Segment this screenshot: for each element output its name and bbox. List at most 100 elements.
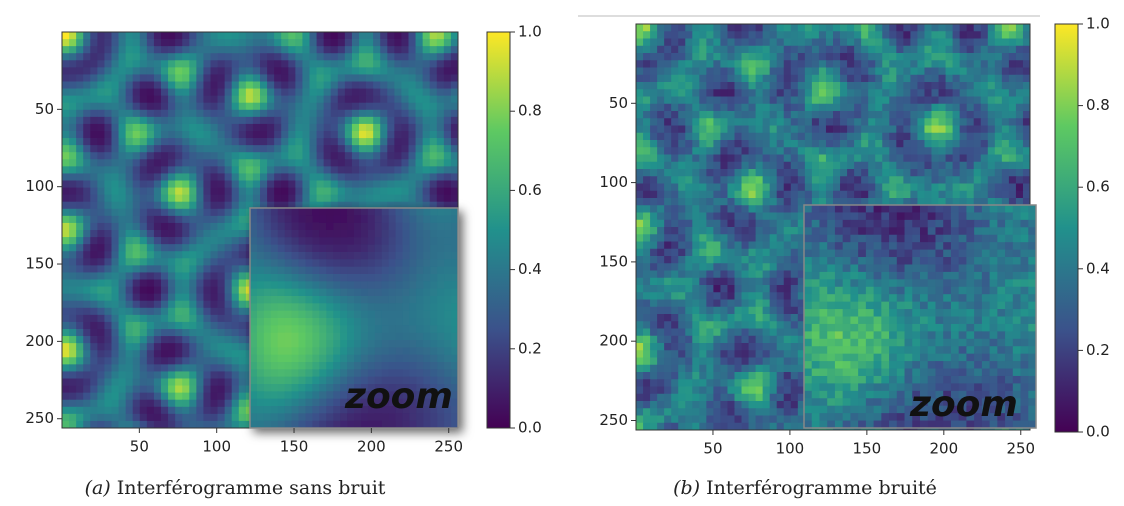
heatmap-cell: [643, 38, 651, 47]
heatmap-cell: [153, 67, 162, 75]
heatmap-cell: [295, 123, 303, 132]
heatmap-cell: [351, 180, 360, 188]
heatmap-cell: [83, 39, 91, 47]
heatmap-cell: [90, 321, 98, 330]
heatmap-cell: [175, 138, 183, 146]
heatmap-cell: [231, 357, 240, 365]
heatmap-cell: [203, 88, 211, 97]
heatmap-cell: [231, 364, 240, 372]
heatmap-cell: [443, 152, 452, 160]
heatmap-cell: [238, 138, 247, 146]
heatmap-cell: [380, 166, 388, 174]
heatmap-cell: [783, 53, 792, 61]
heatmap-cell: [83, 152, 91, 160]
inset-cell: [250, 244, 258, 253]
heatmap-cell: [203, 152, 211, 160]
heatmap-cell: [139, 286, 148, 295]
heatmap-cell: [288, 173, 296, 181]
heatmap-cell: [76, 159, 84, 167]
heatmap-cell: [797, 118, 806, 126]
inset-cell: [312, 376, 320, 385]
heatmap-cell: [217, 329, 226, 337]
heatmap-cell: [330, 39, 339, 47]
heatmap-cell: [217, 81, 226, 89]
heatmap-cell: [125, 173, 134, 181]
heatmap-cell: [945, 111, 954, 119]
inset-cell: [395, 398, 403, 407]
heatmap-cell: [267, 187, 275, 196]
heatmap-cell: [161, 152, 169, 160]
inset-cell: [319, 398, 327, 407]
heatmap-cell: [910, 67, 918, 76]
inset-cell: [284, 347, 292, 356]
heatmap-cell: [62, 321, 70, 330]
heatmap-cell: [125, 343, 134, 351]
inset-cell: [367, 281, 376, 290]
heatmap-cell: [161, 406, 169, 415]
heatmap-cell: [924, 38, 932, 47]
inset-cell: [430, 303, 438, 312]
inset-cell: [250, 222, 258, 231]
inset-cell: [284, 332, 292, 341]
inset-cell: [284, 208, 292, 216]
heatmap-cell: [210, 399, 218, 408]
heatmap-cell: [924, 82, 932, 90]
heatmap-cell: [875, 89, 883, 97]
heatmap-cell: [910, 96, 918, 105]
heatmap-cell: [76, 46, 84, 54]
heatmap-cell: [76, 371, 84, 379]
heatmap-cell: [118, 116, 127, 125]
heatmap-cell: [83, 102, 91, 111]
inset-cell: [291, 244, 299, 253]
inset-cell: [437, 259, 445, 268]
heatmap-cell: [139, 208, 148, 217]
inset-cell: [347, 354, 355, 363]
heatmap-cell: [316, 180, 325, 188]
inset-cell: [444, 391, 452, 400]
inset-cell: [312, 398, 320, 407]
heatmap-cell: [83, 88, 91, 97]
heatmap-cell: [373, 159, 381, 167]
inset-cell: [277, 384, 286, 392]
inset-cell: [312, 384, 320, 392]
heatmap-cell: [387, 152, 395, 160]
inset-cell: [451, 354, 459, 363]
heatmap-cell: [189, 420, 197, 429]
inset-cell: [340, 303, 348, 312]
heatmap-cell: [706, 132, 714, 141]
heatmap-cell: [97, 109, 105, 118]
heatmap-cell: [959, 103, 968, 112]
inset-cell: [402, 296, 410, 304]
heatmap-cell: [118, 272, 127, 280]
inset-cell: [395, 252, 403, 260]
heatmap-cell: [139, 138, 148, 146]
heatmap-cell: [868, 60, 876, 68]
heatmap-cell: [217, 413, 226, 422]
heatmap-cell: [896, 45, 904, 54]
heatmap-cell: [422, 53, 431, 61]
inset-cell: [388, 384, 396, 392]
inset-cell: [395, 384, 403, 392]
heatmap-cell: [97, 88, 105, 97]
heatmap-cell: [83, 237, 91, 245]
heatmap-cell: [217, 300, 226, 309]
heatmap-cell: [189, 237, 197, 245]
inset-cell: [374, 325, 383, 334]
inset-cell: [263, 369, 272, 378]
inset-cell: [395, 420, 403, 429]
heatmap-cell: [316, 32, 325, 40]
heatmap-cell: [231, 81, 240, 89]
heatmap-cell: [727, 60, 735, 68]
heatmap-cell: [132, 201, 141, 210]
heatmap-cell: [323, 138, 332, 146]
y-tick-label: 50: [35, 100, 54, 118]
heatmap-cell: [175, 102, 183, 111]
heatmap-cell: [175, 180, 183, 188]
inset-cell: [451, 274, 459, 282]
heatmap-cell: [182, 336, 190, 344]
heatmap-cell: [90, 364, 98, 372]
heatmap-cell: [1015, 60, 1024, 68]
heatmap-cell: [153, 215, 162, 224]
heatmap-cell: [429, 166, 438, 174]
heatmap-cell: [818, 38, 827, 47]
